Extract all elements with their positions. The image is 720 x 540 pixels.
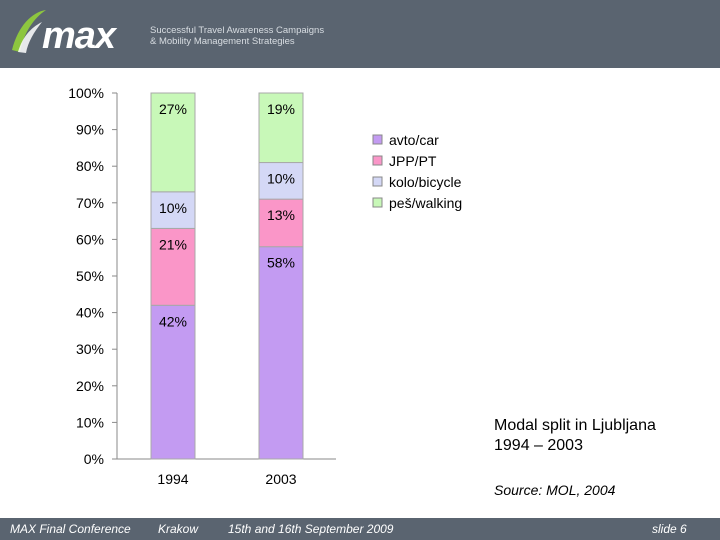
- bar-segment: [150, 92, 196, 193]
- logo: max: [42, 15, 116, 57]
- bar-segment: [258, 92, 304, 164]
- footer-date: 15th and 16th September 2009: [228, 522, 394, 536]
- data-label: 13%: [267, 207, 295, 223]
- chart-caption: Modal split in Ljubljana 1994 – 2003: [494, 416, 656, 456]
- slide-number: slide 6: [652, 522, 687, 536]
- x-tick-label: 2003: [265, 471, 296, 487]
- legend-swatch: [372, 134, 383, 145]
- bar-segment: [258, 162, 304, 200]
- legend-entry: kolo/bicycle: [389, 174, 462, 190]
- data-label: 10%: [267, 171, 295, 187]
- caption-line-1: Modal split in Ljubljana: [494, 417, 656, 434]
- legend-entry: peš/walking: [389, 195, 462, 211]
- data-label: 27%: [159, 101, 187, 117]
- bar-segment: [150, 227, 196, 306]
- x-tick-label: 1994: [157, 471, 188, 487]
- bar-segment: [150, 191, 196, 229]
- y-tick-label: 10%: [76, 414, 104, 430]
- y-tick-label: 80%: [76, 158, 104, 174]
- data-label: 10%: [159, 200, 187, 216]
- y-tick-label: 70%: [76, 195, 104, 211]
- footer-city: Krakow: [158, 522, 199, 536]
- data-label: 58%: [267, 255, 295, 271]
- legend-entry: avto/car: [389, 132, 439, 148]
- legend-swatch: [372, 197, 383, 208]
- y-tick-label: 100%: [68, 85, 104, 101]
- data-label: 21%: [159, 236, 187, 252]
- bar-segment: [258, 246, 304, 460]
- tagline-line-1: Successful Travel Awareness Campaigns: [150, 25, 325, 36]
- tagline-line-2: & Mobility Management Strategies: [150, 36, 295, 47]
- y-tick-label: 90%: [76, 122, 104, 138]
- legend-entry: JPP/PT: [389, 153, 437, 169]
- tagline: Successful Travel Awareness Campaigns & …: [150, 25, 324, 47]
- y-tick-label: 40%: [76, 305, 104, 321]
- caption-line-2: 1994 – 2003: [494, 437, 583, 454]
- y-tick-label: 0%: [84, 451, 104, 467]
- modal-split-chart: 0% 10% 20% 30% 40% 50% 60% 70% 80% 90% 100% 42% 21% 1…: [68, 85, 462, 487]
- y-tick-label: 60%: [76, 231, 104, 247]
- data-label: 42%: [159, 313, 187, 329]
- y-tick-label: 30%: [76, 341, 104, 357]
- data-label: 19%: [267, 101, 295, 117]
- footer-conference: MAX Final Conference: [10, 522, 131, 536]
- y-tick-label: 20%: [76, 378, 104, 394]
- y-tick-label: 50%: [76, 268, 104, 284]
- logo-swoosh-icon: [12, 10, 46, 53]
- legend-swatch: [372, 155, 383, 166]
- source-note: Source: MOL, 2004: [494, 482, 616, 498]
- header-bar: max Successful Travel Awareness Campaign…: [0, 0, 720, 68]
- footer-bar: MAX Final Conference Krakow 15th and 16t…: [0, 518, 720, 540]
- legend-swatch: [372, 176, 383, 187]
